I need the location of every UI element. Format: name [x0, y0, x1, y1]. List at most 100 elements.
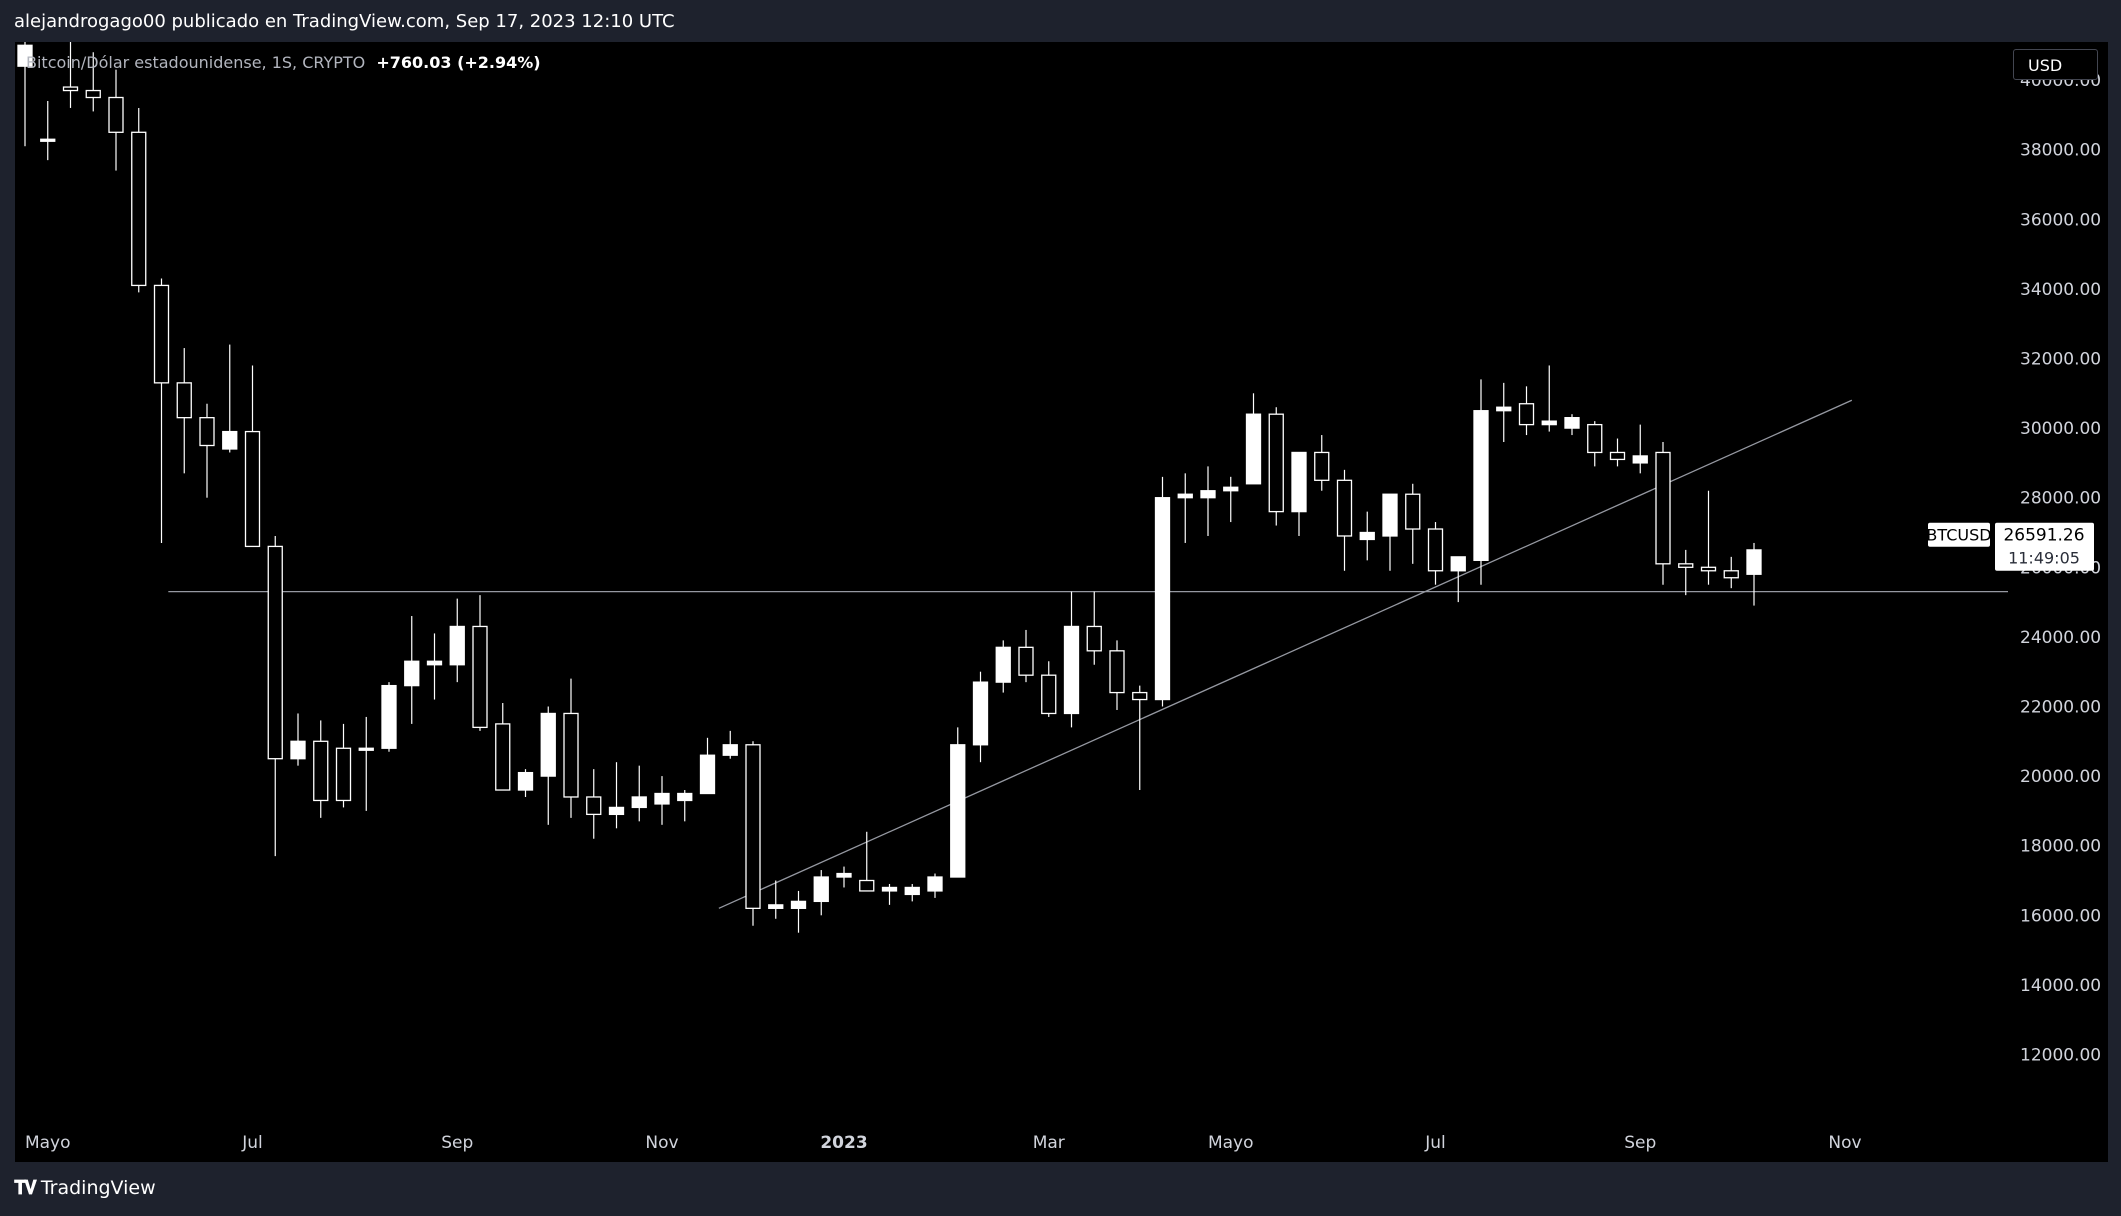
candle-body — [426, 660, 443, 666]
candle-body — [699, 754, 716, 795]
x-tick-label: Mayo — [1208, 1133, 1254, 1153]
plot-group — [17, 42, 2008, 933]
footer-bar — [0, 1162, 2121, 1216]
bar-countdown-label: 11:49:05 — [2008, 549, 2080, 568]
candle-body — [62, 86, 79, 92]
candle-body — [745, 744, 761, 909]
x-tick-label: Sep — [441, 1133, 473, 1153]
x-tick-label: Sep — [1624, 1133, 1656, 1153]
candle-body — [472, 625, 488, 729]
candle-body — [1678, 563, 1694, 568]
candle-body — [1041, 674, 1057, 715]
candlestick-chart[interactable]: 12000.00 14000.00 16000.00 18000.00 20000.00… — [15, 42, 2108, 1162]
candle-body — [813, 876, 829, 903]
candle-body — [1746, 549, 1762, 575]
candle-body — [1132, 691, 1148, 701]
tradingview-logo[interactable]: 𝐓𝐕 TradingView — [14, 1177, 156, 1199]
candle-body — [950, 744, 966, 878]
last-price-label: 26591.26 — [2003, 526, 2084, 546]
y-tick-label: 36000.00 — [2020, 210, 2101, 230]
candle-body — [1086, 625, 1102, 652]
candle-body — [1177, 493, 1193, 499]
x-tick-label: Nov — [1828, 1133, 1861, 1153]
candle-body — [17, 44, 33, 67]
candle-body — [1427, 528, 1444, 572]
candle-body — [995, 646, 1011, 683]
candle-body — [1223, 486, 1239, 492]
candle-body — [1632, 455, 1648, 464]
candle-body — [1541, 420, 1557, 426]
price-change: +760.03 (+2.94%) — [376, 53, 541, 72]
candle-body — [1723, 570, 1739, 579]
candle-body — [563, 712, 579, 798]
candle-body — [1496, 406, 1512, 412]
trendline — [718, 399, 1853, 909]
y-tick-label: 34000.00 — [2020, 280, 2101, 300]
candle-body — [40, 138, 56, 142]
candle-body — [199, 417, 215, 447]
candle-body — [1314, 451, 1330, 481]
tradingview-logo-text: TradingView — [40, 1177, 156, 1199]
y-tick-label: 32000.00 — [2020, 350, 2101, 370]
x-tick-label: Mayo — [25, 1133, 71, 1153]
y-tick-label: 20000.00 — [2020, 767, 2101, 787]
candle-body — [586, 796, 602, 816]
candle-body — [972, 681, 989, 746]
chart-area[interactable]: 12000.00 14000.00 16000.00 18000.00 20000.00… — [15, 42, 2108, 1162]
candle-body — [1154, 497, 1171, 701]
x-tick-label: Mar — [1033, 1133, 1065, 1153]
y-tick-label: 30000.00 — [2020, 419, 2101, 439]
candle-body — [1655, 451, 1671, 565]
candle-body — [631, 796, 647, 809]
candle-body — [404, 660, 420, 687]
y-tick-label: 24000.00 — [2020, 628, 2101, 648]
y-tick-label: 22000.00 — [2020, 698, 2101, 718]
candle-body — [153, 284, 170, 384]
candle-body — [1700, 566, 1717, 572]
candle-body — [449, 625, 465, 666]
candle-body — [540, 712, 556, 777]
candle-body — [1018, 646, 1034, 676]
candle-body — [654, 792, 670, 805]
x-tick-label: Jul — [1424, 1133, 1446, 1153]
candle-body — [381, 684, 397, 749]
candle-body — [1268, 413, 1284, 513]
y-tick-label: 12000.00 — [2020, 1046, 2101, 1066]
candle-body — [176, 382, 192, 419]
candle-body — [881, 886, 898, 892]
candle-body — [290, 740, 306, 760]
candle-body — [131, 131, 147, 287]
candle-body — [335, 747, 352, 802]
candle-body — [1336, 479, 1353, 537]
candle-body — [108, 96, 124, 133]
candle-body — [1109, 650, 1125, 694]
candle-body — [722, 744, 738, 756]
candle-body — [313, 740, 329, 802]
candle-body — [904, 886, 920, 896]
x-tick-label: 2023 — [820, 1133, 867, 1153]
publish-header: alejandrogago00 publicado en TradingView… — [0, 0, 2121, 42]
y-tick-label: 28000.00 — [2020, 489, 2101, 509]
candle-body — [927, 876, 943, 892]
candle-body — [836, 872, 852, 878]
symbol-tag-box — [1928, 522, 1990, 547]
currency-button[interactable]: USD — [2013, 49, 2098, 80]
candle-body — [1359, 531, 1375, 541]
candle-body — [517, 771, 534, 791]
candle-body — [768, 904, 784, 909]
candle-body — [222, 430, 238, 450]
symbol-description: Bitcoin/Dólar estadounidense, 1S, CRYPTO — [26, 53, 366, 72]
tradingview-logo-icon: 𝐓𝐕 — [14, 1177, 37, 1199]
candle-body — [1245, 413, 1262, 485]
symbol-tag-text: BTCUSD — [1926, 526, 1991, 545]
candle-body — [1518, 403, 1535, 426]
candle-body — [677, 792, 693, 802]
publisher-info: alejandrogago00 publicado en TradingView… — [14, 11, 675, 32]
candle-body — [1473, 410, 1489, 561]
y-tick-label: 38000.00 — [2020, 141, 2101, 161]
y-tick-label: 18000.00 — [2020, 837, 2101, 857]
y-tick-label: 14000.00 — [2020, 976, 2101, 996]
candle-body — [790, 900, 807, 909]
candle-body — [1450, 556, 1466, 572]
candle-body — [1564, 417, 1580, 429]
